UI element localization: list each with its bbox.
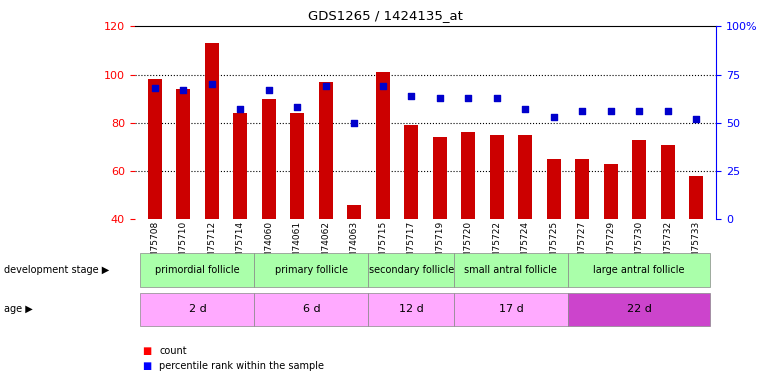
Bar (575, 159, 589, 219)
Point (177, 87, 189, 93)
Bar (404, 125, 418, 219)
Point (291, 104, 303, 110)
Point (263, 87, 275, 93)
Bar (347, 205, 361, 219)
Bar (632, 140, 646, 219)
Point (576, 108, 588, 114)
Bar (290, 113, 304, 219)
Text: ■: ■ (142, 346, 152, 355)
Text: primordial follicle: primordial follicle (155, 265, 239, 275)
Point (206, 81, 218, 87)
Text: primary follicle: primary follicle (275, 265, 348, 275)
Point (149, 85, 161, 91)
Bar (376, 72, 390, 219)
Text: count: count (159, 346, 187, 355)
Bar (205, 43, 219, 219)
Point (490, 95, 503, 101)
Point (377, 83, 389, 89)
Point (320, 83, 332, 89)
Point (661, 108, 674, 114)
Text: small antral follicle: small antral follicle (464, 265, 557, 275)
Text: 12 d: 12 d (399, 304, 424, 314)
Bar (176, 89, 190, 219)
Bar (661, 144, 675, 219)
Text: secondary follicle: secondary follicle (369, 265, 454, 275)
Bar (262, 99, 276, 219)
Bar (319, 82, 333, 219)
Bar (518, 135, 532, 219)
Point (462, 95, 474, 101)
Point (348, 120, 360, 126)
Text: 17 d: 17 d (498, 304, 524, 314)
Point (633, 108, 645, 114)
Bar (148, 80, 162, 219)
Text: 6 d: 6 d (303, 304, 320, 314)
Bar (547, 159, 561, 219)
Text: age ▶: age ▶ (4, 304, 32, 314)
Point (690, 116, 702, 122)
Bar (461, 132, 475, 219)
Text: percentile rank within the sample: percentile rank within the sample (159, 361, 324, 370)
Text: GDS1265 / 1424135_at: GDS1265 / 1424135_at (307, 9, 463, 22)
Bar (233, 113, 247, 219)
Text: 22 d: 22 d (627, 304, 651, 314)
Point (604, 108, 617, 114)
Bar (689, 176, 703, 219)
Text: development stage ▶: development stage ▶ (4, 265, 109, 275)
Point (405, 93, 417, 99)
Bar (604, 164, 618, 219)
Point (434, 95, 446, 101)
Bar (433, 137, 447, 219)
Point (234, 106, 246, 112)
Point (519, 106, 531, 112)
Text: ■: ■ (142, 361, 152, 370)
Point (547, 114, 560, 120)
Text: 2 d: 2 d (189, 304, 206, 314)
Bar (490, 135, 504, 219)
Text: large antral follicle: large antral follicle (594, 265, 685, 275)
